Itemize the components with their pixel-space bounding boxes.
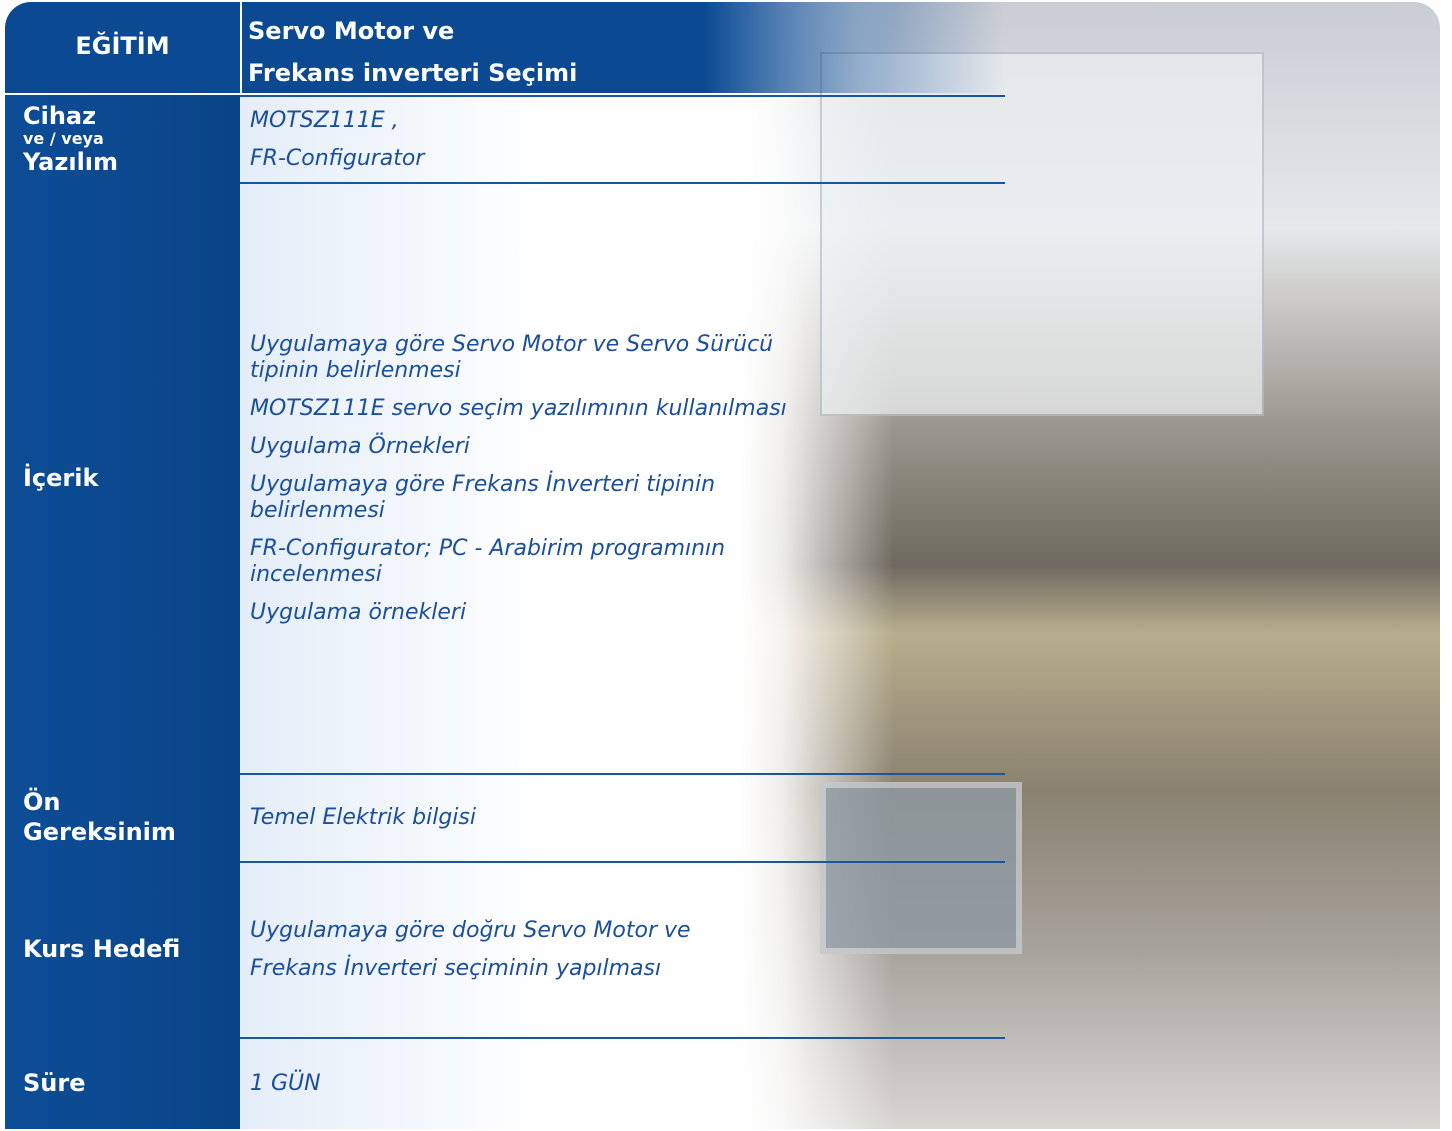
header: EĞİTİM Servo Motor ve Frekans inverteri … (5, 2, 1005, 93)
content-line: Uygulamaya göre Servo Motor ve Servo Sür… (250, 331, 774, 383)
content-line: Uygulamaya göre Frekans İnverteri tipini… (250, 471, 716, 523)
title-line: Frekans inverteri Seçimi (248, 59, 578, 87)
label-line: Gereksinim (23, 818, 176, 846)
row-content: Temel Elektrik bilgisi (240, 773, 1005, 861)
header-title: Servo Motor ve Frekans inverteri Seçimi (248, 10, 577, 94)
label-line: Yazılım (23, 147, 119, 176)
row-content: Uygulamaya göre doğru Servo Motor ve Frek… (240, 861, 1005, 1037)
content-line: Uygulamaya göre doğru Servo Motor ve (250, 918, 691, 943)
title-line: Servo Motor ve (248, 17, 455, 45)
label-line: Kurs Hedefi (23, 935, 181, 963)
content-line: FR-Configurator (250, 145, 425, 171)
content-line: Uygulama Örnekleri (250, 433, 470, 459)
row-label: Ön Gereksinim (5, 773, 240, 861)
row-label: Süre (5, 1037, 240, 1129)
content-line: Temel Elektrik bilgisi (250, 805, 476, 830)
label-line: Süre (23, 1069, 86, 1097)
label-line: Ön (23, 788, 61, 816)
table-row: Kurs Hedefi Uygulamaya göre doğru Servo M… (5, 861, 1005, 1037)
table-row: İçerik Uygulamaya göre Servo Motor ve Ser… (5, 182, 1005, 773)
label-line: İçerik (23, 463, 99, 492)
content-line: MOTSZ111E , (250, 107, 399, 133)
content-line: MOTSZ111E servo seçim yazılımının kullan… (250, 395, 787, 421)
table-row: Süre 1 GÜN (5, 1037, 1005, 1129)
content-line: Uygulama örnekleri (250, 599, 467, 625)
label-line: ve / veya (23, 128, 104, 148)
row-label: Cihaz ve / veya Yazılım (5, 95, 240, 182)
table-row: Cihaz ve / veya Yazılım MOTSZ111E , FR-Confi… (5, 95, 1005, 182)
row-content: 1 GÜN (240, 1037, 1005, 1129)
row-label: Kurs Hedefi (5, 861, 240, 1037)
row-label: İçerik (5, 182, 240, 773)
table-row: Ön Gereksinim Temel Elektrik bilgisi (5, 773, 1005, 861)
row-content: Uygulamaya göre Servo Motor ve Servo Sür… (240, 182, 1005, 773)
row-content: MOTSZ111E , FR-Configurator (240, 95, 1005, 182)
content-line: FR-Configurator; PC - Arabirim programın… (250, 535, 726, 587)
label-line: Cihaz (23, 101, 97, 130)
content-line: Frekans İnverteri seçiminin yapılması (250, 956, 662, 981)
header-label: EĞİTİM (75, 32, 170, 60)
content-line: 1 GÜN (250, 1071, 321, 1096)
